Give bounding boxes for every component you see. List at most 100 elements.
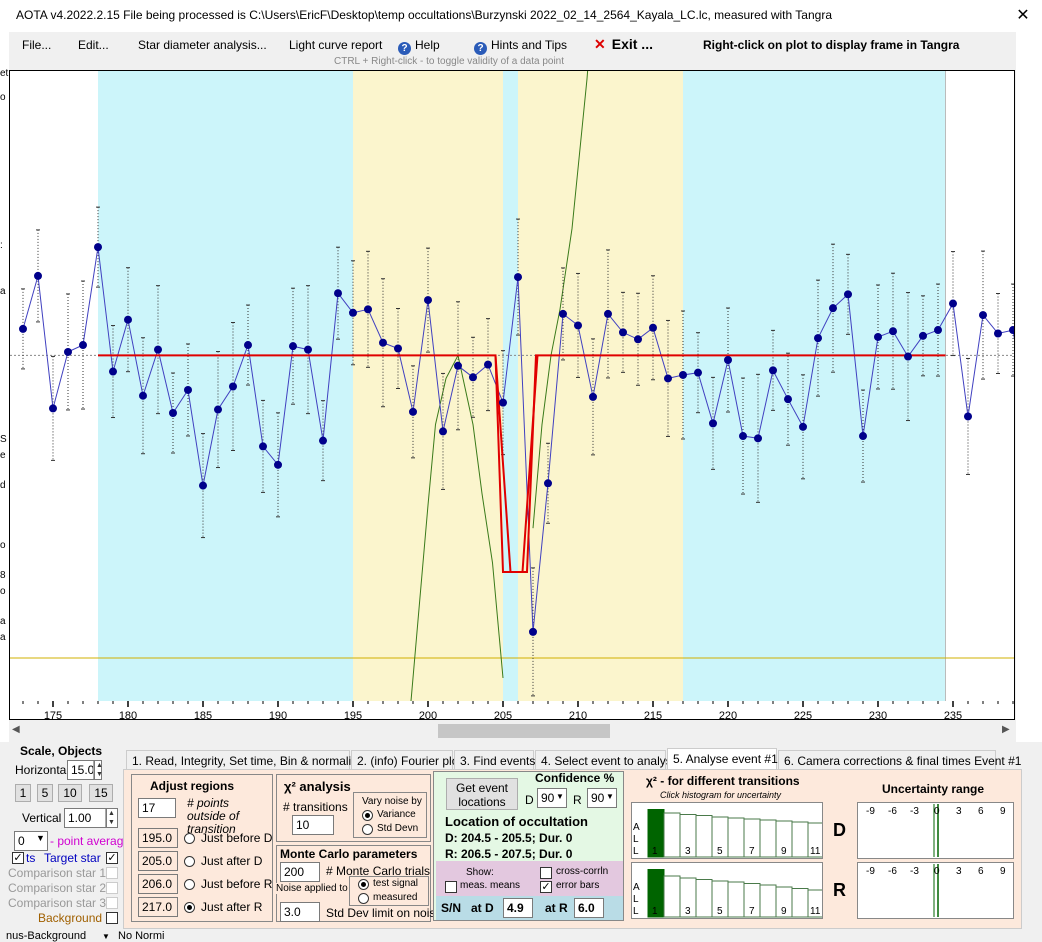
scale-1-button[interactable]: 1 [15,784,31,802]
r-histogram[interactable]: A L L 1 3 5 7 9 11 [631,862,823,919]
r-histogram-svg[interactable] [632,863,822,918]
just-after-r-radio[interactable] [184,902,195,913]
histogram-bar[interactable] [663,812,681,858]
histogram-bar[interactable] [727,817,745,858]
chevron-down-icon[interactable]: ▼ [102,932,110,941]
monte-carlo-trials-label: # Monte Carlo trials [326,864,431,878]
get-event-locations-button[interactable]: Get event locations [446,778,518,810]
menu-hints[interactable]: ? Hints and Tips [474,38,567,55]
variance-radio[interactable] [362,810,373,821]
histogram-bar[interactable] [759,819,777,858]
histogram-bar[interactable] [695,879,713,918]
error-bars-checkbox[interactable]: ✓ [540,881,552,893]
error-bars-label: error bars [556,880,600,891]
histogram-bar[interactable] [695,815,713,858]
tab-analyse-event[interactable]: 5. Analyse event #1 [667,748,778,770]
comparison-star-3-checkbox[interactable] [106,897,118,909]
uncertainty-tick: 0 [934,806,940,817]
menu-light-curve-report[interactable]: Light curve report [289,38,383,52]
menu-file[interactable]: File... [22,38,52,52]
measured-radio[interactable] [358,893,369,904]
comparison-star-2-checkbox[interactable] [106,882,118,894]
just-before-r-radio[interactable] [184,879,195,890]
adjust-regions-title: Adjust regions [150,779,235,793]
data-point [199,481,207,490]
horizontal-spinner[interactable]: ▲ ▼ [93,760,103,780]
transitions-input[interactable]: 10 [292,815,334,835]
confidence-r-select[interactable]: 90 [587,788,617,808]
menu-help[interactable]: ? Help [398,38,440,55]
histogram-bar[interactable] [807,822,822,858]
location-r-text: R: 206.5 - 207.5; Dur. 0 [445,847,573,860]
histogram-bar[interactable] [727,881,745,918]
tab-camera-corrections[interactable]: 6. Camera corrections & final times Even… [778,750,1021,770]
help-icon: ? [474,42,487,55]
data-point [934,326,942,335]
tab-read[interactable]: 1. Read, Integrity, Set time, Bin & norm… [126,750,364,770]
chevron-down-icon[interactable]: ▼ [606,792,614,801]
target-star-checkbox[interactable]: ✓ [106,852,118,864]
scroll-right-icon[interactable]: ▶ [1002,724,1010,735]
hist-tick: 9 [781,846,787,857]
comparison-star-1-checkbox[interactable] [106,867,118,879]
test-signal-radio[interactable] [358,879,369,890]
scale-15-button[interactable]: 15 [89,784,113,802]
std-dev-limit-input[interactable]: 3.0 [280,902,320,922]
data-point [769,366,777,375]
just-after-d-label: Just after D [201,854,263,868]
std-devn-radio[interactable] [362,824,373,835]
points-checkbox[interactable]: ✓ [12,852,24,864]
monte-carlo-trials-input[interactable]: 200 [280,862,320,882]
clipped-text: e [0,450,6,461]
light-curve-line [22,247,1014,632]
light-curve-svg[interactable]: 175 180 185 190 195 200 205 210 215 220 225 230 235 [10,71,1014,719]
just-before-d-radio[interactable] [184,833,195,844]
hist-tick: 7 [749,906,755,917]
close-window-button[interactable]: ✕ [1016,7,1030,24]
clipped-text: : [0,240,3,251]
clipped-text: o [0,540,6,551]
light-curve-plot[interactable]: 175 180 185 190 195 200 205 210 215 220 225 230 235 [9,70,1015,720]
scale-10-button[interactable]: 10 [58,784,82,802]
horizontal-scale-input[interactable]: 15.0 [67,760,94,780]
sn-d-value: 4.9 [503,898,533,918]
scroll-left-icon[interactable]: ◀ [12,724,20,735]
vertical-spinner[interactable]: ▲ ▼ [105,808,118,828]
scale-5-button[interactable]: 5 [37,784,53,802]
d-histogram[interactable]: A L L 1 3 5 7 9 11 [631,802,823,859]
just-after-d-radio[interactable] [184,856,195,867]
just-before-d-label: Just before D [201,831,273,845]
chevron-down-icon[interactable]: ▼ [36,833,45,843]
chi-hist-subtitle: Click histogram for uncertainty [660,790,782,800]
point-average-select[interactable]: 0 [14,831,48,851]
clipped-text: S [0,434,7,445]
confidence-d-select[interactable]: 90 [537,788,567,808]
cross-correlation-checkbox[interactable] [540,867,552,879]
histogram-bar[interactable] [759,884,777,918]
data-point [544,479,552,488]
data-point [784,395,792,404]
normalisation-select[interactable]: nus-Background [6,930,87,942]
d-histogram-svg[interactable] [632,803,822,858]
chevron-down-icon[interactable]: ▼ [556,792,564,801]
histogram-bar[interactable] [807,889,822,918]
histogram-bar[interactable] [791,888,809,918]
menu-edit[interactable]: Edit... [78,38,109,52]
region-band [683,71,946,703]
data-point [559,309,567,318]
tab-fourier[interactable]: 2. (info) Fourier plot [351,750,462,770]
data-point [619,328,627,337]
scrollbar-thumb[interactable] [438,724,610,738]
tab-select-event[interactable]: 4. Select event to analyse [535,750,678,770]
histogram-bar[interactable] [791,821,809,858]
histogram-bar[interactable] [663,875,681,918]
vertical-scale-input[interactable]: 1.00 [64,808,106,828]
meas-means-checkbox[interactable] [445,881,457,893]
data-point [64,347,72,356]
background-checkbox[interactable] [106,912,118,924]
tab-find-events[interactable]: 3. Find events [454,750,535,770]
menu-exit[interactable]: ✕ Exit ... [594,36,653,53]
points-outside-input[interactable]: 17 [138,798,176,818]
menu-star-diameter[interactable]: Star diameter analysis... [138,38,267,52]
data-point [124,315,132,324]
